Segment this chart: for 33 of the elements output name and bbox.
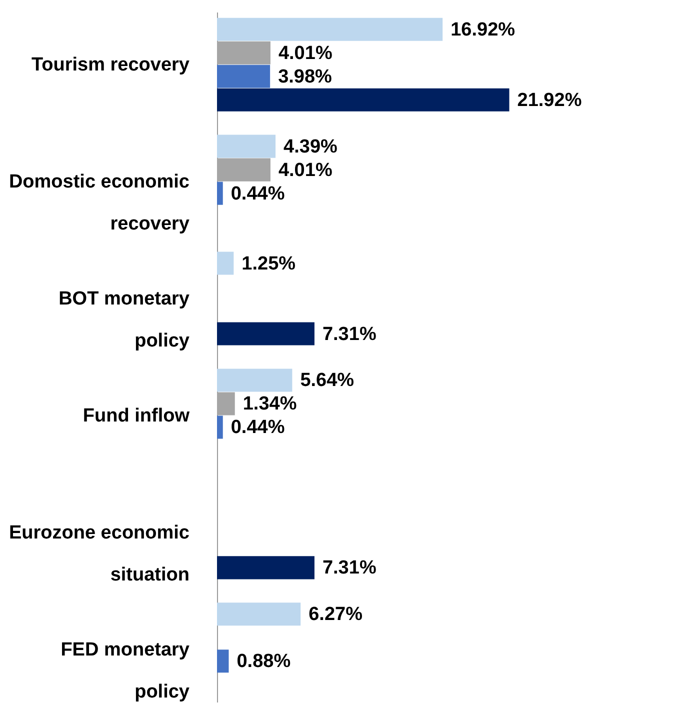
data-label: 16.92% (450, 19, 516, 40)
data-label: 21.92% (517, 90, 582, 111)
bar (217, 18, 443, 41)
data-label: 0.88% (236, 651, 291, 672)
bar (217, 322, 314, 346)
bar (217, 416, 223, 439)
y-tick-label: Tourism recovery (31, 54, 190, 76)
bar (217, 88, 510, 112)
bar (217, 556, 314, 580)
y-tick-label: Fund inflow (82, 405, 190, 426)
data-label: 3.98% (278, 66, 332, 88)
y-tick-label: Domostic economic recovery (8, 172, 190, 235)
data-label: 4.01% (278, 42, 332, 64)
y-tick-label: BOT monetary policy (58, 288, 190, 352)
y-tick-label: Eurozone economic situation (8, 522, 190, 586)
data-label: 4.39% (284, 136, 338, 158)
data-label: 7.31% (322, 558, 376, 579)
y-tick-label: FED monetary policy (60, 639, 190, 702)
data-label: 4.01% (278, 160, 332, 181)
bar (217, 182, 223, 205)
bar (217, 252, 234, 275)
bar (217, 602, 301, 626)
data-label: 1.25% (242, 253, 296, 274)
data-label: 6.27% (308, 604, 363, 626)
bar (217, 64, 270, 88)
bar (217, 134, 276, 158)
data-label: 1.34% (242, 394, 297, 415)
bar (217, 368, 292, 392)
data-label: 5.64% (300, 370, 354, 392)
data-label: 0.44% (230, 183, 285, 204)
data-label: 0.44% (230, 417, 285, 438)
data-label: 7.31% (322, 324, 376, 345)
bar (217, 650, 229, 673)
